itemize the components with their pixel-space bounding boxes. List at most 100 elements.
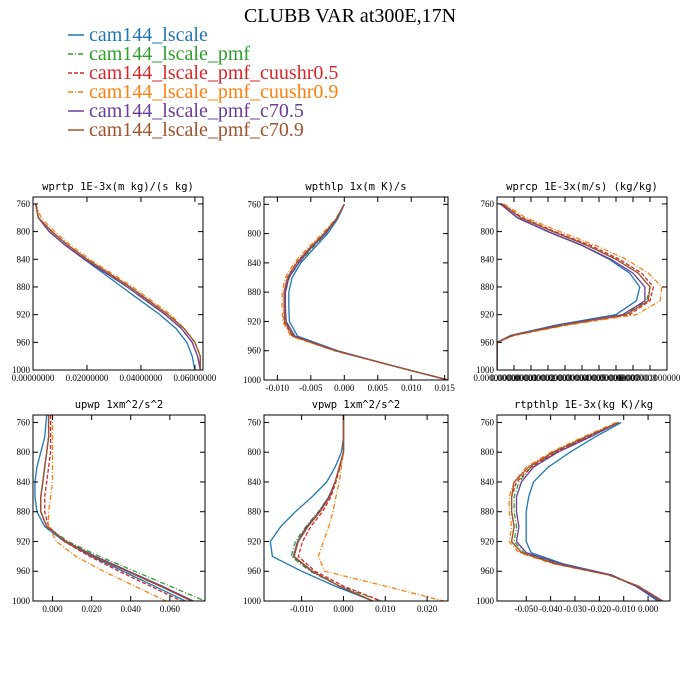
series-line (497, 203, 655, 370)
y-tick-label: 760 (481, 417, 495, 427)
legend-label: cam144_lscale_pmf_c70.5 (89, 100, 304, 122)
x-tick-label: -0.010 (266, 383, 290, 393)
series-line (297, 415, 382, 601)
series-line (35, 203, 201, 370)
x-tick-label: 0.000 (638, 604, 659, 614)
x-tick-label: 0.000000008 (609, 373, 657, 383)
series-group (497, 203, 663, 370)
series-line (508, 421, 664, 601)
x-tick-label: -0.020 (588, 604, 612, 614)
series-line (497, 203, 646, 370)
legend-entry: cam144_lscale (68, 24, 208, 46)
panel: upwp 1xm^2/s^2 760 800 840 880 920 960 1000 0.00… (12, 399, 206, 614)
legend-entry: cam144_lscale_pmf_c70.9 (68, 119, 304, 141)
y-tick-label: 880 (481, 507, 495, 517)
panel-title: wprtp 1E-3x(m kg)/(s kg) (42, 181, 194, 193)
panel-title: wprcp 1E-3x(m/s) (kg/kg) (506, 181, 658, 193)
y-tick-label: 840 (248, 477, 262, 487)
series-line (525, 421, 659, 601)
y-tick-label: 960 (17, 566, 31, 576)
plot-frame (263, 414, 449, 602)
x-tick-label: -0.040 (539, 604, 563, 614)
x-tick-label: 0.000000000 (473, 373, 521, 383)
y-tick-label: 760 (481, 199, 495, 209)
series-group (269, 415, 444, 601)
series-line (47, 415, 167, 601)
series-line (515, 421, 661, 601)
panel: wpthlp 1x(m K)/s 760 800 840 880 920 960 1000 -0… (243, 181, 455, 393)
y-tick-label: 880 (248, 287, 262, 297)
x-tick-label: 0.000000007 (592, 373, 640, 383)
legend-entry: cam144_lscale_pmf_cuushr0.5 (68, 62, 338, 84)
x-tick-label: 0.02000000 (66, 373, 109, 383)
y-tick-label: 880 (248, 507, 262, 517)
legend: cam144_lscalecam144_lscale_pmfcam144_lsc… (68, 24, 338, 141)
y-tick-label: 920 (17, 536, 31, 546)
y-tick-label: 960 (481, 337, 495, 347)
y-tick-label: 960 (481, 566, 495, 576)
x-tick-label: -0.050 (515, 604, 539, 614)
legend-label: cam144_lscale_pmf_c70.9 (89, 119, 304, 141)
x-tick-label: 0.000 (42, 604, 63, 614)
panels-grid: wprtp 1E-3x(m kg)/(s kg) 760 800 840 880 920 9… (12, 181, 681, 614)
series-line (284, 203, 448, 380)
series-line (513, 421, 661, 601)
series-line (510, 421, 664, 601)
y-tick-label: 800 (248, 447, 262, 457)
y-tick-label: 960 (248, 566, 262, 576)
x-tick-label: 0.000000004 (541, 373, 589, 383)
legend-label: cam144_lscale (89, 24, 208, 46)
y-tick-label: 760 (17, 199, 31, 209)
panel-title: upwp 1xm^2/s^2 (75, 399, 164, 411)
series-group (35, 203, 201, 370)
series-line (35, 203, 201, 370)
panel: wprtp 1E-3x(m kg)/(s kg) 760 800 840 880 920 9… (12, 181, 217, 383)
x-tick-label: 0.06000000 (174, 373, 217, 383)
series-line (269, 415, 373, 601)
y-tick-label: 840 (17, 254, 31, 264)
x-tick-label: -0.010 (612, 604, 636, 614)
x-tick-label: 0.015 (435, 383, 456, 393)
series-line (497, 203, 651, 370)
series-line (510, 421, 664, 601)
y-tick-label: 760 (248, 199, 262, 209)
y-tick-label: 1000 (12, 365, 31, 375)
x-tick-label: 0.000000005 (558, 373, 606, 383)
series-line (34, 415, 186, 601)
series-line (35, 203, 201, 370)
series-group (34, 415, 205, 601)
series-line (40, 415, 194, 601)
legend-label: cam144_lscale_pmf (89, 43, 250, 65)
x-tick-label: 0.020 (82, 604, 103, 614)
panel: rtpthlp 1E-3x(kg K)/kg 760 800 840 880 920 960… (476, 399, 671, 614)
y-tick-label: 880 (17, 507, 31, 517)
y-tick-label: 920 (481, 310, 495, 320)
series-line (283, 203, 448, 380)
plot-frame (263, 196, 449, 381)
x-tick-label: -0.030 (563, 604, 587, 614)
x-tick-label: 0.000000001 (490, 373, 537, 383)
x-tick-label: 0.005 (368, 383, 389, 393)
series-line (288, 204, 448, 380)
y-tick-label: 840 (481, 477, 495, 487)
x-tick-label: 0.000 (334, 383, 355, 393)
x-tick-label: 0.020 (417, 604, 438, 614)
series-line (317, 415, 444, 601)
y-tick-label: 760 (248, 417, 262, 427)
x-tick-label: 0.060 (160, 604, 181, 614)
panel-title: rtpthlp 1E-3x(kg K)/kg (514, 399, 653, 411)
y-tick-label: 880 (481, 282, 495, 292)
y-tick-label: 1000 (476, 365, 495, 375)
series-line (35, 203, 201, 370)
x-tick-label: 0.000000003 (524, 373, 572, 383)
series-line (35, 203, 201, 370)
y-tick-label: 960 (248, 346, 262, 356)
y-tick-label: 1000 (243, 596, 262, 606)
series-line (40, 415, 192, 601)
series-line (35, 203, 196, 370)
series-line (497, 203, 663, 370)
plot-frame (496, 414, 671, 602)
plot-frame (32, 414, 206, 602)
y-tick-label: 960 (17, 337, 31, 347)
